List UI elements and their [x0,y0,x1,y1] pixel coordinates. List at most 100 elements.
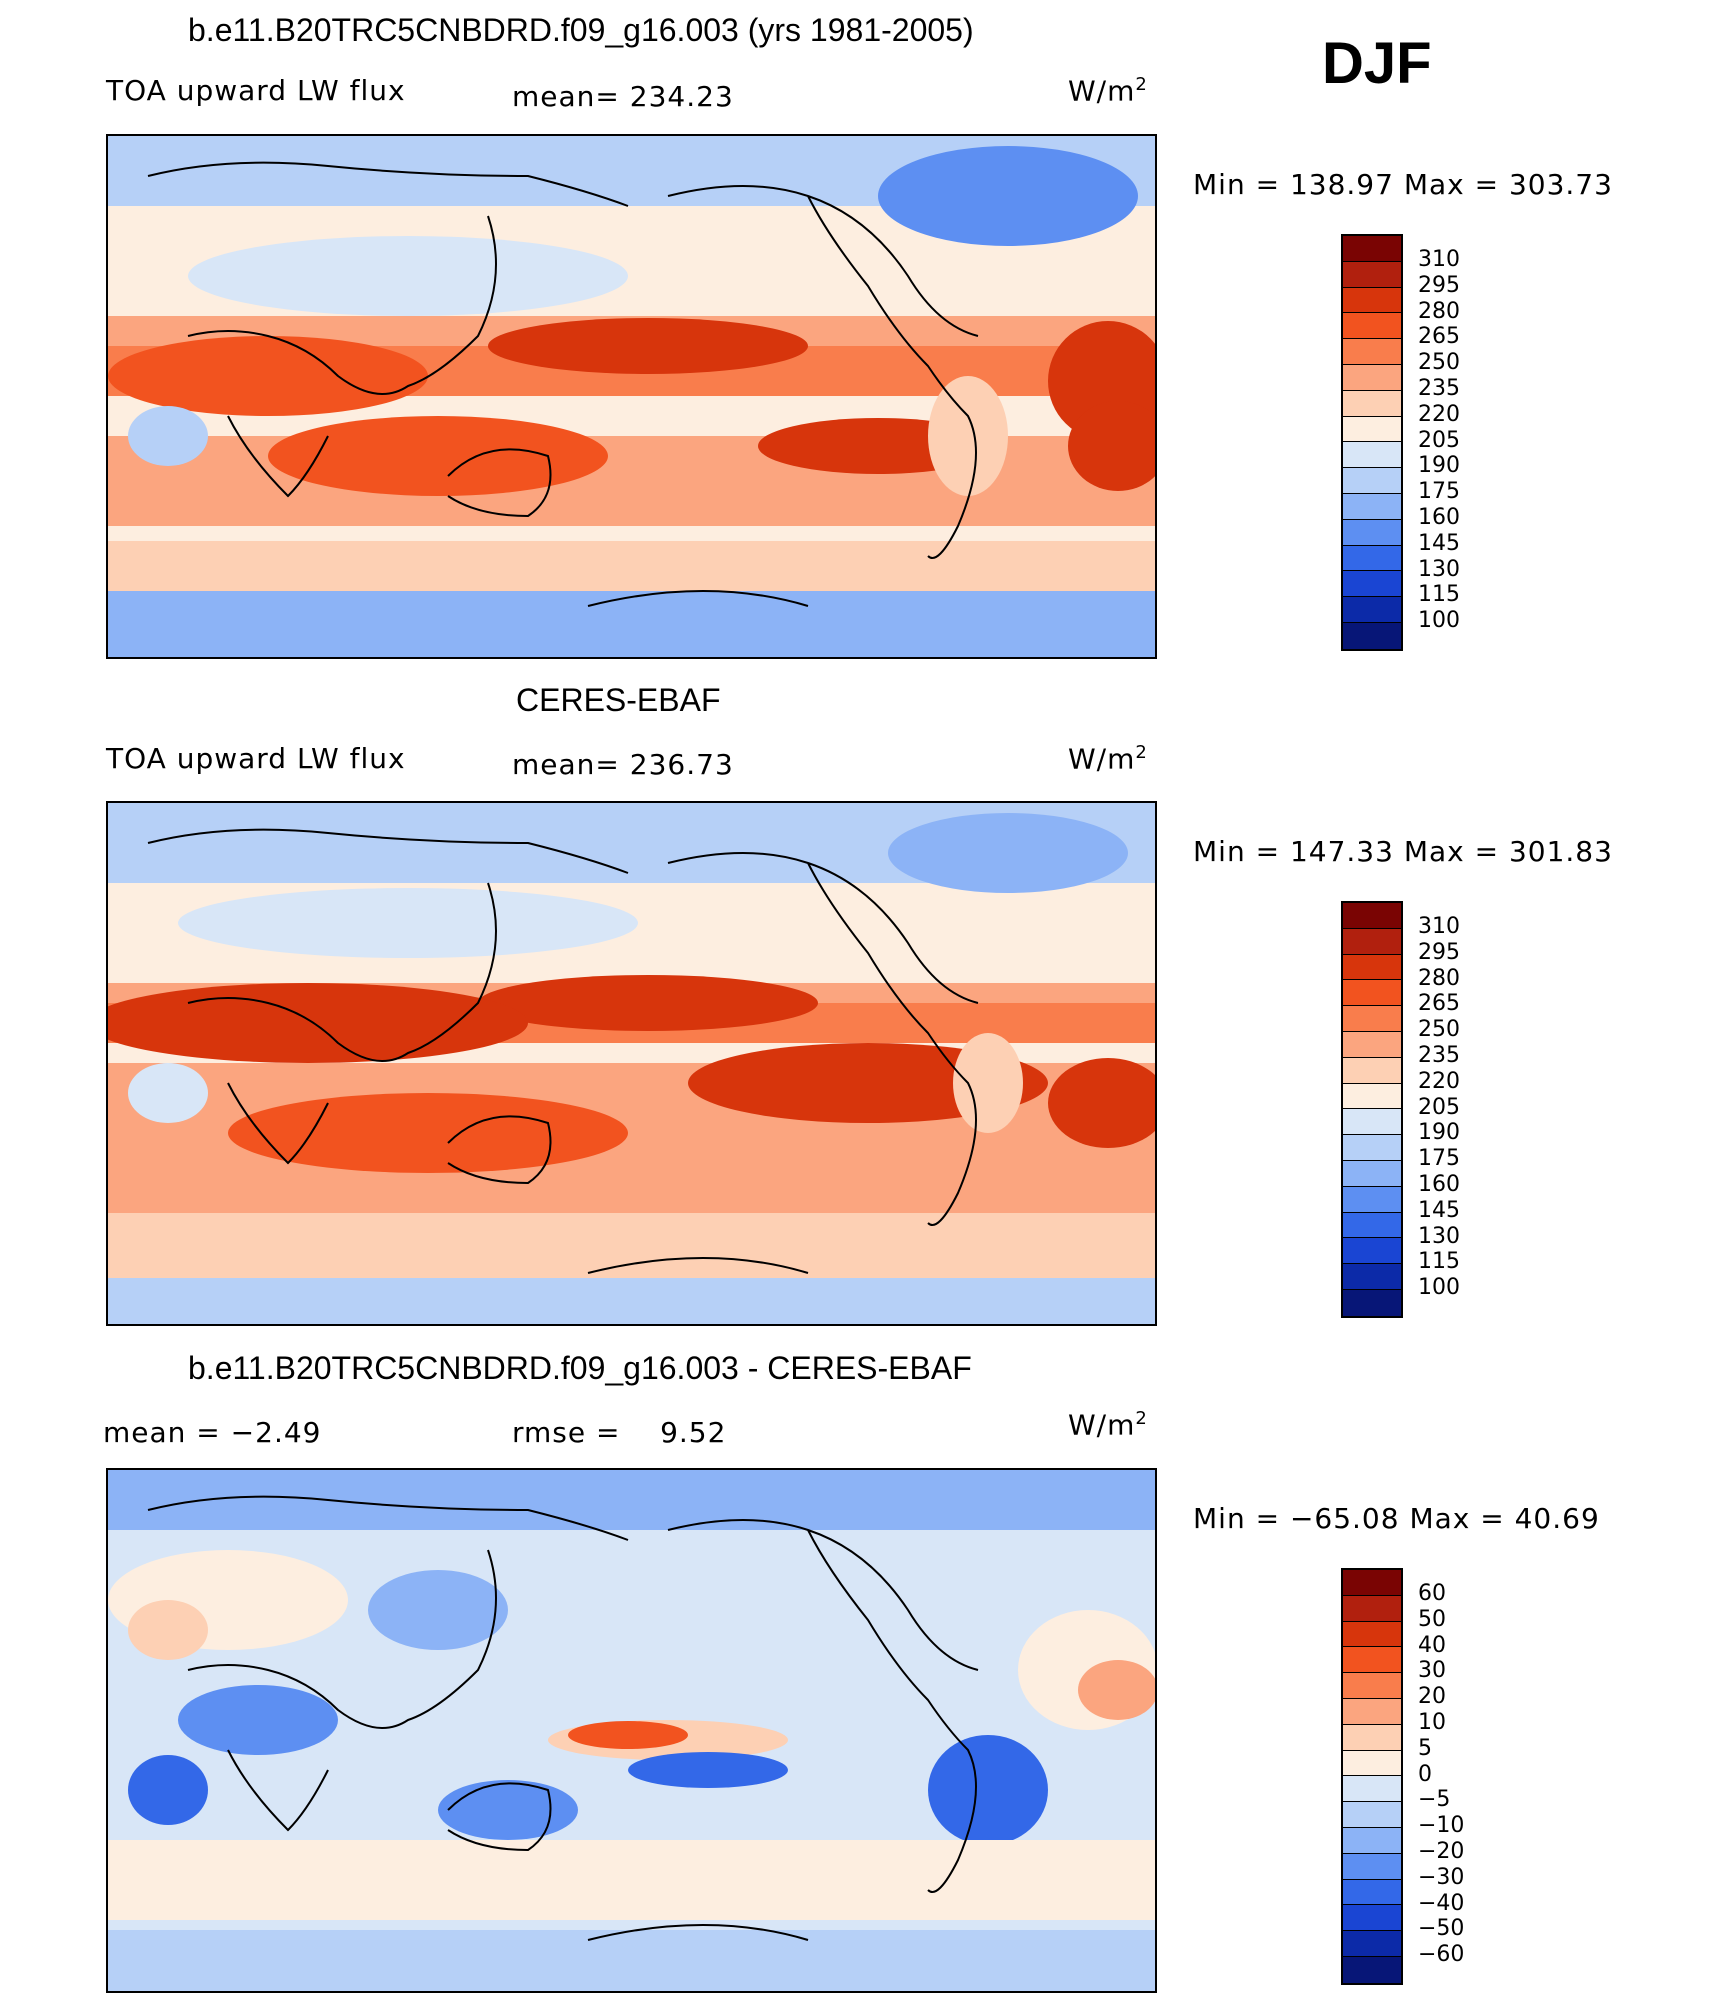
colorbar-tick: 175 [1418,1146,1460,1172]
colorbar-tick: 220 [1418,401,1460,427]
panel1-colorbar-swatch [1343,287,1401,314]
panel1-colorbar-swatch [1343,261,1401,288]
panel3-colorbar-swatch [1343,1827,1401,1854]
panel2-colorbar-swatch [1343,1160,1401,1187]
panel2-variable-label: TOA upward LW flux [106,742,406,775]
colorbar-tick: 235 [1418,375,1460,401]
panel2-colorbar-swatch [1343,1006,1401,1032]
panel3-units: W/m2 [1068,1408,1148,1442]
panel1-colorbar-swatch [1343,468,1401,494]
panel1-min-max: Min = 138.97 Max = 303.73 [1193,168,1613,201]
colorbar-tick: 30 [1418,1658,1446,1684]
colorbar-tick: 190 [1418,453,1460,479]
panel1-colorbar-swatch [1343,416,1401,443]
panel1-colorbar-swatch [1343,339,1401,365]
colorbar-tick: 145 [1418,1197,1460,1223]
panel2-map [106,801,1157,1326]
panel3-colorbar-swatch [1343,1698,1401,1725]
colorbar-tick: −20 [1418,1838,1465,1864]
panel1-colorbar-swatch [1343,313,1401,340]
panel3-colorbar-swatch [1343,1673,1401,1699]
panel2-colorbar-swatch [1343,1238,1401,1265]
panel1-colorbar-swatch [1343,390,1401,417]
panel2-colorbar-swatch [1343,1135,1401,1161]
colorbar-tick: 250 [1418,350,1460,376]
panel3-colorbar-swatch [1343,1879,1401,1906]
panel1-colorbar [1341,234,1403,651]
panel2-colorbar-swatch [1343,954,1401,981]
panel3-colorbar-swatch [1343,1621,1401,1648]
colorbar-tick: 0 [1418,1761,1432,1787]
colorbar-tick: −60 [1418,1942,1465,1968]
colorbar-tick: −5 [1418,1787,1451,1813]
panel1-units: W/m2 [1068,74,1148,108]
panel2-colorbar-swatch [1343,903,1401,929]
colorbar-tick: −50 [1418,1916,1465,1942]
colorbar-tick: 175 [1418,479,1460,505]
panel3-title: b.e11.B20TRC5CNBDRD.f09_g16.003 - CERES-… [188,1350,972,1386]
panel1-colorbar-swatch [1343,545,1401,572]
colorbar-tick: 250 [1418,1017,1460,1043]
panel2-colorbar-swatch [1343,1109,1401,1136]
colorbar-tick: 295 [1418,939,1460,965]
colorbar-tick: 280 [1418,298,1460,324]
panel1-colorbar-swatch [1343,442,1401,469]
panel2-mean: mean= 236.73 [512,748,734,781]
panel2-colorbar-swatch [1343,1083,1401,1110]
panel3-colorbar-ticks: 60 50 40 30 20 10 5 0 −5 −10 −20 −30 −40… [1418,1581,1464,1968]
panel2-colorbar-swatch [1343,1289,1401,1316]
panel2-colorbar-swatch [1343,1264,1401,1290]
colorbar-tick: 130 [1418,1223,1460,1249]
panel3-colorbar-swatch [1343,1647,1401,1674]
panel3-rmse-label: rmse = [512,1416,621,1449]
panel3-colorbar-swatch [1343,1931,1401,1957]
colorbar-tick: −30 [1418,1864,1465,1890]
panel3-colorbar-swatch [1343,1956,1401,1983]
panel3-min-max: Min = −65.08 Max = 40.69 [1193,1502,1600,1535]
colorbar-tick: 205 [1418,427,1460,453]
panel2-mean-value: 236.73 [629,748,734,781]
panel1-variable-label: TOA upward LW flux [106,74,406,107]
colorbar-tick: 310 [1418,914,1460,939]
colorbar-tick: 40 [1418,1632,1446,1658]
panel2-colorbar-swatch [1343,1057,1401,1084]
colorbar-tick: 220 [1418,1068,1460,1094]
panel3-map [106,1468,1157,1993]
colorbar-tick: 265 [1418,991,1460,1017]
panel3-colorbar-swatch [1343,1776,1401,1803]
panel3-colorbar-swatch [1343,1595,1401,1622]
panel2-min-max: Min = 147.33 Max = 301.83 [1193,835,1613,868]
panel1-mean-label: mean= [512,80,620,113]
panel3-colorbar [1341,1568,1403,1985]
panel1-title: b.e11.B20TRC5CNBDRD.f09_g16.003 (yrs 198… [188,12,974,48]
colorbar-tick: 100 [1418,1275,1460,1301]
colorbar-tick: 190 [1418,1120,1460,1146]
panel3-rmse: rmse = 9.52 [512,1416,726,1449]
colorbar-tick: 20 [1418,1684,1446,1710]
panel2-colorbar-swatch [1343,1212,1401,1239]
panel2-colorbar-swatch [1343,980,1401,1007]
panel1-colorbar-swatch [1343,571,1401,598]
colorbar-tick: 310 [1418,247,1460,272]
colorbar-tick: 145 [1418,530,1460,556]
panel3-colorbar-swatch [1343,1802,1401,1828]
panel2-mean-label: mean= [512,748,620,781]
panel3-colorbar-swatch [1343,1570,1401,1596]
colorbar-tick: 130 [1418,556,1460,582]
panel3-mean: mean = −2.49 [103,1416,322,1449]
panel2-colorbar-ticks: 310 295 280 265 250 235 220 205 190 175 … [1418,914,1460,1301]
colorbar-tick: 5 [1418,1735,1432,1761]
panel1-mean: mean= 234.23 [512,80,734,113]
panel1-colorbar-ticks: 310 295 280 265 250 235 220 205 190 175 … [1418,247,1460,634]
colorbar-tick: 50 [1418,1606,1446,1632]
colorbar-tick: 160 [1418,1171,1460,1197]
colorbar-tick: 295 [1418,272,1460,298]
colorbar-tick: 205 [1418,1094,1460,1120]
panel1-colorbar-swatch [1343,493,1401,520]
season-label: DJF [1322,31,1432,96]
panel3-colorbar-swatch [1343,1750,1401,1777]
panel1-colorbar-swatch [1343,622,1401,649]
panel1-colorbar-swatch [1343,597,1401,623]
panel1-map [106,134,1157,659]
panel2-units: W/m2 [1068,742,1148,776]
